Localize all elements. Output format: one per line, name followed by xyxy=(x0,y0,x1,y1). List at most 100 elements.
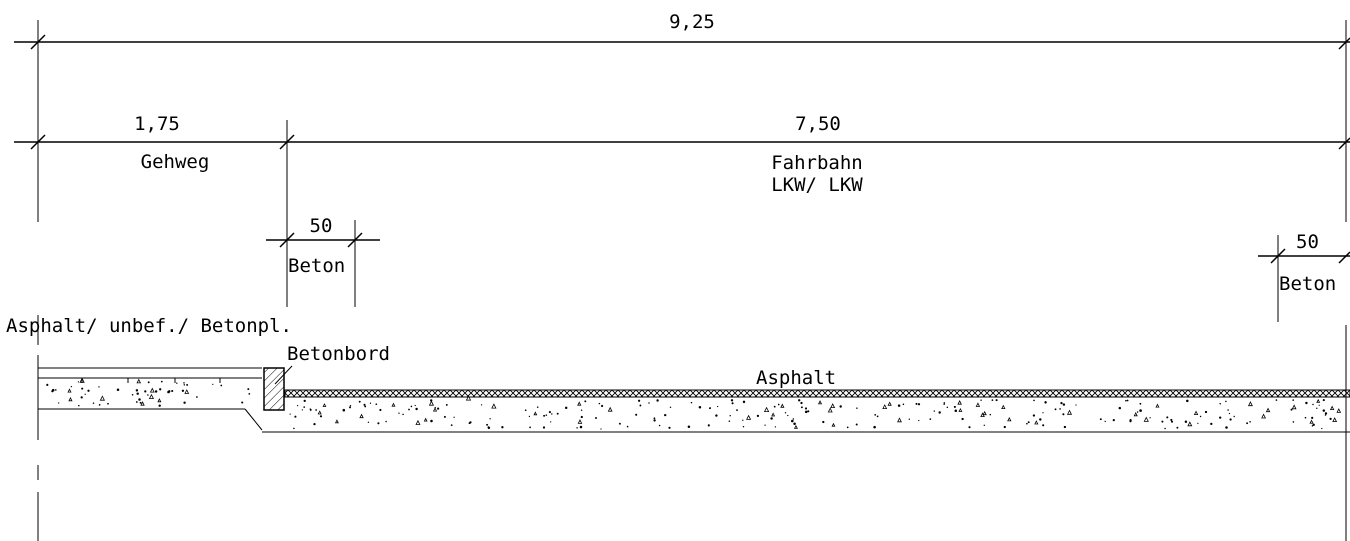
aggregate-mark xyxy=(1311,416,1314,419)
aggregate-mark xyxy=(359,413,364,419)
aggregate-mark xyxy=(171,389,174,393)
aggregate-mark xyxy=(958,407,963,412)
aggregate-mark xyxy=(183,384,186,386)
aggregate-mark xyxy=(429,399,433,402)
aggregate-mark xyxy=(579,425,583,429)
aggregate-mark xyxy=(116,388,120,392)
aggregate-mark xyxy=(98,404,101,406)
beton-right-label: Beton xyxy=(1279,273,1336,295)
aggregate-mark xyxy=(80,396,83,399)
aggregate-mark xyxy=(550,421,552,423)
dimension-curb-left: 50 Beton xyxy=(266,215,380,277)
aggregate-mark xyxy=(787,414,789,417)
aggregate-mark xyxy=(618,422,621,425)
aggregate-mark xyxy=(773,405,776,408)
aggregate-mark xyxy=(445,403,448,406)
aggregate-mark xyxy=(247,388,250,391)
aggregate-mark xyxy=(486,423,489,426)
curb-stone xyxy=(263,367,285,411)
aggregate-mark xyxy=(391,402,396,407)
aggregate-mark xyxy=(1066,409,1073,415)
aggregate-mark xyxy=(410,405,413,408)
aggregate-mark xyxy=(715,414,718,417)
aggregate-mark xyxy=(79,377,85,383)
aggregate-mark xyxy=(1227,409,1229,411)
aggregate-mark xyxy=(533,411,538,416)
aggregate-mark xyxy=(804,407,808,410)
aggregate-mark xyxy=(774,426,777,428)
aggregate-mark xyxy=(929,418,932,420)
aggregate-mark xyxy=(1044,401,1047,404)
aggregate-mark xyxy=(443,415,446,418)
aggregate-mark xyxy=(220,384,223,387)
aggregate-mark xyxy=(1062,403,1066,406)
aggregate-mark xyxy=(771,412,776,417)
aggregate-mark xyxy=(144,390,147,393)
aggregate-mark xyxy=(1054,408,1057,411)
aggregate-mark xyxy=(296,404,299,407)
aggregate-mark xyxy=(1032,414,1036,417)
aggregate-mark xyxy=(135,401,138,403)
aggregate-mark xyxy=(980,399,982,401)
aggregate-mark xyxy=(580,409,583,411)
aggregate-mark xyxy=(1229,418,1232,421)
aggregate-mark xyxy=(303,406,306,408)
aggregate-mark xyxy=(1118,406,1122,410)
aggregate-mark xyxy=(140,401,145,406)
aggregate-mark xyxy=(528,415,531,418)
aggregate-mark xyxy=(1249,421,1251,423)
aggregate-mark xyxy=(989,413,992,416)
aggregate-mark xyxy=(1104,420,1106,423)
aggregate-mark xyxy=(746,414,752,420)
aggregate-mark xyxy=(601,404,604,408)
aggregate-mark xyxy=(792,418,795,420)
aggregate-mark xyxy=(58,402,60,404)
aggregate-mark xyxy=(364,405,367,408)
aggregate-mark xyxy=(577,401,582,406)
aggregate-mark xyxy=(1193,410,1199,415)
aggregate-mark xyxy=(1170,420,1174,423)
aggregate-mark xyxy=(1184,420,1188,424)
aggregate-mark xyxy=(183,401,186,404)
aggregate-mark xyxy=(1062,413,1065,416)
aggregate-mark xyxy=(1149,417,1151,419)
aggregate-mark xyxy=(1305,401,1308,405)
aggregate-mark xyxy=(1311,425,1314,427)
aggregate-mark xyxy=(938,411,941,414)
aggregate-mark xyxy=(469,421,472,424)
aggregate-mark xyxy=(709,407,711,409)
road-surface-label: Asphalt xyxy=(756,367,836,389)
aggregate-mark xyxy=(1136,411,1139,413)
aggregate-mark xyxy=(158,404,161,407)
aggregate-mark xyxy=(1059,408,1061,410)
aggregate-mark xyxy=(167,390,170,394)
aggregate-mark xyxy=(946,406,949,409)
aggregate-mark xyxy=(453,416,455,418)
aggregate-mark xyxy=(995,399,998,402)
aggregate-mark xyxy=(793,424,798,429)
aggregate-mark xyxy=(874,414,877,416)
aggregate-mark xyxy=(1026,422,1028,425)
aggregate-mark xyxy=(991,399,994,401)
aggregate-mark xyxy=(349,406,351,409)
aggregate-mark xyxy=(379,408,382,412)
aggregate-mark xyxy=(983,424,985,426)
aggregate-mark xyxy=(827,407,833,413)
aggregate-mark xyxy=(1197,422,1199,425)
aggregate-mark xyxy=(1129,420,1132,423)
aggregate-mark xyxy=(1329,405,1335,410)
aggregate-mark xyxy=(1204,410,1208,414)
aggregate-mark xyxy=(529,426,531,429)
dimension-curb-left-label: 50 xyxy=(310,215,333,237)
aggregate-mark xyxy=(432,407,438,412)
aggregate-mark xyxy=(1219,402,1221,405)
aggregate-mark xyxy=(99,395,106,401)
aggregate-mark xyxy=(897,404,901,407)
aggregate-mark xyxy=(839,405,842,408)
asphalt-layer xyxy=(284,389,1350,398)
aggregate-mark xyxy=(414,404,416,407)
aggregate-mark xyxy=(139,401,142,404)
aggregate-mark xyxy=(524,409,527,412)
aggregate-mark xyxy=(67,388,72,393)
aggregate-mark xyxy=(1292,421,1295,423)
